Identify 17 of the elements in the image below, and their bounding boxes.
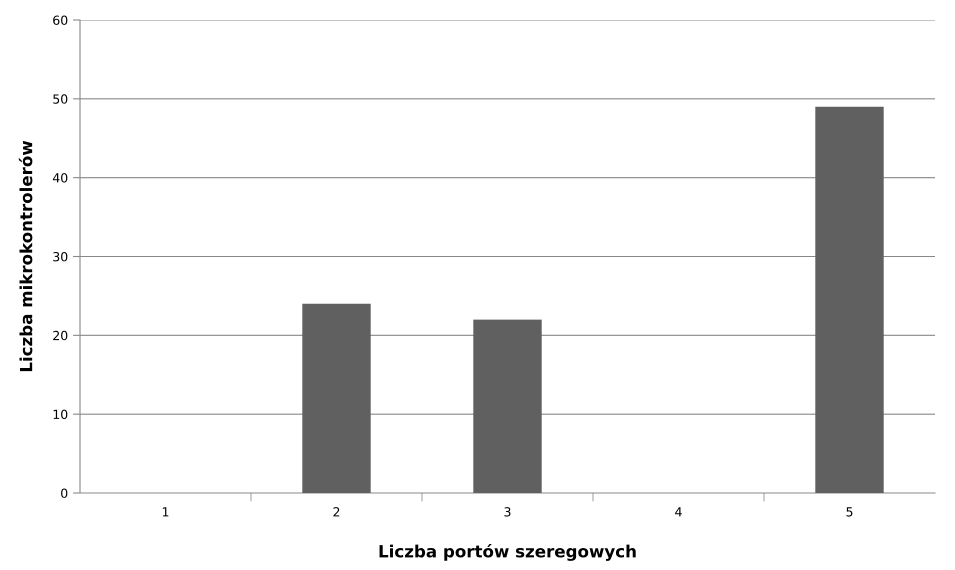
x-tick-label: 2 — [333, 507, 340, 516]
bar — [815, 106, 884, 493]
y-tick-label: 30 — [53, 252, 68, 262]
bar — [302, 304, 371, 493]
y-tick-label: 40 — [52, 173, 68, 183]
y-tick-label: 10 — [54, 410, 68, 420]
x-tick-label: 3 — [504, 507, 510, 517]
x-tick-label: 4 — [675, 507, 682, 516]
y-axis-title: Liczba mikrokontrolerów — [18, 140, 32, 372]
x-axis-title: Liczba portów szeregowych — [380, 544, 636, 561]
y-tick-label: 20 — [53, 330, 68, 340]
y-tick-label: 60 — [53, 15, 68, 25]
x-tick-label: 1 — [162, 507, 168, 516]
y-tick-label: 0 — [61, 488, 68, 498]
y-tick-label: 50 — [53, 94, 68, 104]
bar — [473, 320, 542, 493]
x-tick-label: 5 — [846, 507, 852, 517]
